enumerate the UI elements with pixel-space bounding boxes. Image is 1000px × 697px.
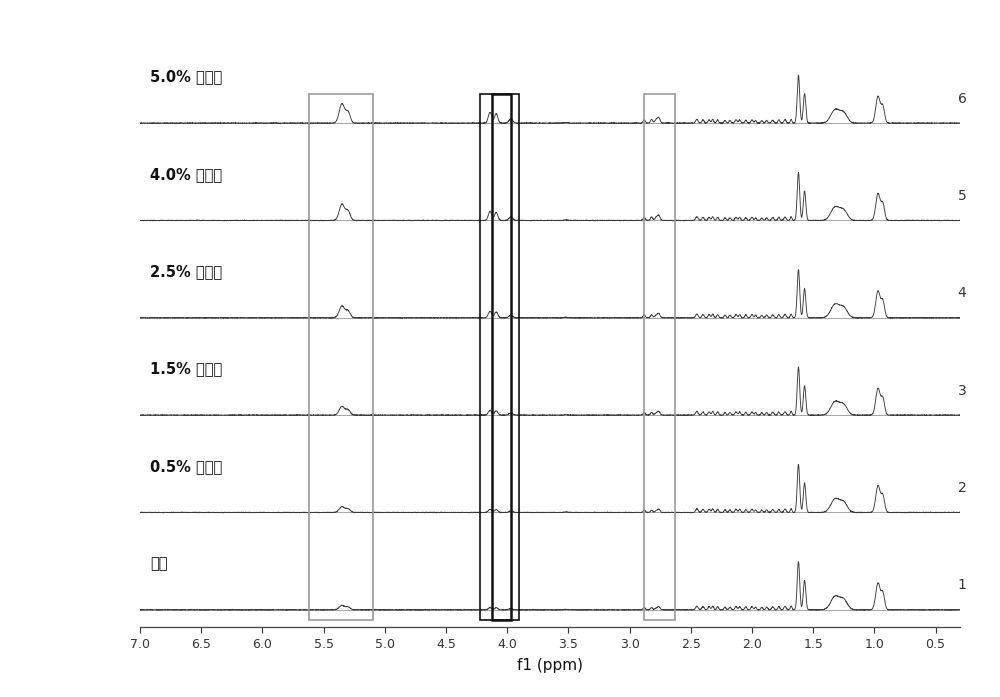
Bar	[480, 94, 519, 620]
Text: 2: 2	[958, 481, 966, 495]
Text: 空白: 空白	[150, 556, 167, 572]
Text: 5.0% 大豆油: 5.0% 大豆油	[150, 70, 222, 84]
Text: 5: 5	[958, 189, 966, 203]
Text: 2.5% 大豆油: 2.5% 大豆油	[150, 264, 222, 279]
Text: 4: 4	[958, 286, 966, 300]
Text: 6: 6	[958, 92, 966, 106]
Text: 0.5% 大豆油: 0.5% 大豆油	[150, 459, 222, 474]
Bar	[309, 94, 373, 620]
Text: 1.5% 大豆油: 1.5% 大豆油	[150, 362, 222, 376]
Text: 4.0% 大豆油: 4.0% 大豆油	[150, 167, 222, 182]
Bar	[644, 94, 675, 620]
Text: 1: 1	[958, 579, 966, 592]
X-axis label: f1 (ppm): f1 (ppm)	[517, 658, 583, 673]
Bar	[492, 94, 511, 620]
Text: 3: 3	[958, 384, 966, 398]
